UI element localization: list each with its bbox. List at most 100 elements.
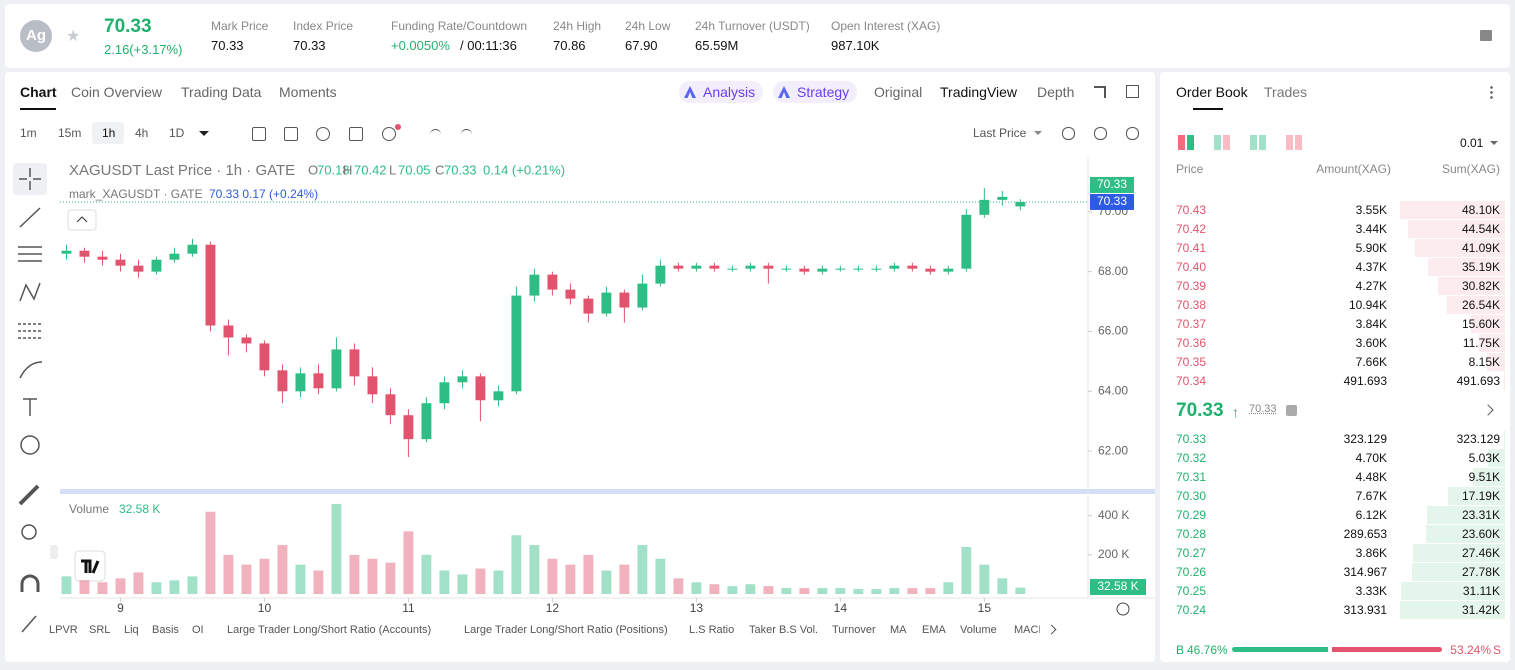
expand-icon[interactable]: [1094, 86, 1106, 98]
favorite-star[interactable]: ★: [66, 28, 81, 45]
parallel-tool[interactable]: [18, 246, 42, 262]
book-price[interactable]: 70.33: [1176, 432, 1207, 446]
volume-bar: [133, 572, 144, 594]
view-tab[interactable]: TradingView: [940, 84, 1018, 100]
interval[interactable]: 1m: [20, 126, 37, 140]
interval[interactable]: 1D: [169, 126, 185, 140]
collapse-button[interactable]: [67, 209, 97, 231]
layout-toggle[interactable]: [1214, 135, 1221, 150]
indicator[interactable]: SRL: [89, 624, 111, 636]
book-tab[interactable]: Trades: [1264, 84, 1308, 100]
book-price[interactable]: 70.26: [1176, 565, 1207, 579]
more-menu[interactable]: [1490, 85, 1493, 99]
book-price[interactable]: 70.36: [1176, 336, 1207, 350]
toolbar-icon[interactable]: [316, 127, 330, 141]
precision[interactable]: 0.01: [1460, 136, 1484, 150]
interval[interactable]: 15m: [58, 126, 82, 140]
magnet-tool[interactable]: [20, 574, 40, 592]
book-amount: 289.653: [1343, 527, 1387, 541]
book-price[interactable]: 70.34: [1176, 374, 1207, 388]
ai-tab[interactable]: Strategy: [797, 84, 850, 100]
toolbar-icon[interactable]: [1126, 127, 1139, 140]
toolbar-icon[interactable]: [1094, 127, 1107, 140]
ai-pill[interactable]: [773, 81, 857, 103]
indicator[interactable]: MA: [890, 624, 907, 636]
indicator[interactable]: Turnover: [832, 624, 876, 636]
fib-tool[interactable]: [18, 323, 42, 339]
view-tab[interactable]: Depth: [1037, 84, 1075, 100]
axis-settings[interactable]: [1116, 602, 1130, 616]
layout-toggle[interactable]: [1259, 135, 1266, 150]
chart-tab[interactable]: Coin Overview: [71, 84, 163, 100]
price-type[interactable]: Last Price: [973, 126, 1027, 140]
drawing-tools: [13, 163, 47, 633]
book-price[interactable]: 70.43: [1176, 203, 1207, 217]
window-icon[interactable]: [1126, 85, 1139, 98]
indicator[interactable]: EMA: [922, 624, 946, 636]
book-price[interactable]: 70.28: [1176, 527, 1207, 541]
indicator[interactable]: Taker B.S Vol.: [749, 624, 819, 636]
book-price[interactable]: 70.42: [1176, 222, 1207, 236]
pencil-tool[interactable]: [21, 615, 37, 633]
indicator[interactable]: Liq: [124, 624, 139, 636]
crosshair-tool[interactable]: [19, 168, 41, 190]
indicator-prev[interactable]: [50, 545, 58, 559]
book-price[interactable]: 70.41: [1176, 241, 1207, 255]
undo-icon[interactable]: [461, 129, 472, 138]
indicator[interactable]: Basis: [152, 624, 179, 636]
book-price[interactable]: 70.37: [1176, 317, 1207, 331]
trendline-tool[interactable]: [19, 207, 41, 228]
volume-bar: [223, 554, 234, 594]
stat-label: Index Price: [293, 19, 354, 33]
book-price[interactable]: 70.32: [1176, 451, 1207, 465]
indicator[interactable]: L.S Ratio: [689, 624, 735, 636]
toolbar-icon[interactable]: [349, 127, 363, 141]
candle-body: [439, 382, 450, 404]
book-price[interactable]: 70.40: [1176, 260, 1207, 274]
volume-bar: [673, 578, 684, 594]
book-tab[interactable]: Order Book: [1176, 84, 1248, 100]
indicator[interactable]: Large Trader Long/Short Ratio (Positions…: [464, 624, 668, 636]
layout-toggle[interactable]: [1286, 135, 1293, 150]
book-price[interactable]: 70.30: [1176, 489, 1207, 503]
indicator[interactable]: OI: [192, 624, 204, 636]
settings-icon[interactable]: [1480, 30, 1492, 41]
layout-toggle[interactable]: [1178, 135, 1185, 150]
chart-tab[interactable]: Trading Data: [181, 84, 262, 100]
interval[interactable]: 1h: [102, 126, 116, 140]
toolbar-icon[interactable]: [1062, 127, 1075, 140]
book-price[interactable]: 70.39: [1176, 279, 1207, 293]
book-price[interactable]: 70.35: [1176, 355, 1207, 369]
layout-toggle[interactable]: [1250, 135, 1257, 150]
toolbar-icon[interactable]: [284, 127, 298, 141]
indicator[interactable]: Volume: [960, 624, 997, 636]
layout-toggle[interactable]: [1187, 135, 1194, 150]
book-price[interactable]: 70.38: [1176, 298, 1207, 312]
ai-tab[interactable]: Analysis: [703, 84, 756, 100]
indicator[interactable]: LPVR: [49, 624, 78, 636]
y-tick-label: 62.00: [1098, 443, 1128, 457]
layout-toggle[interactable]: [1223, 135, 1230, 150]
text-tool[interactable]: [23, 398, 37, 416]
toolbar-icon[interactable]: [382, 127, 396, 141]
indicator[interactable]: MACD: [1014, 624, 1040, 636]
brush-tool[interactable]: [19, 361, 43, 379]
chart-tab[interactable]: Chart: [20, 84, 57, 100]
zoom-tool[interactable]: [21, 524, 37, 540]
layout-toggle[interactable]: [1295, 135, 1302, 150]
chart-tab[interactable]: Moments: [279, 84, 337, 100]
indicator[interactable]: Large Trader Long/Short Ratio (Accounts): [227, 624, 432, 636]
ai-pill[interactable]: [679, 81, 763, 103]
emoji-tool[interactable]: [20, 435, 40, 455]
book-price[interactable]: 70.27: [1176, 546, 1207, 560]
ruler-tool[interactable]: [18, 484, 40, 506]
book-price[interactable]: 70.25: [1176, 584, 1207, 598]
view-tab[interactable]: Original: [874, 84, 923, 100]
interval[interactable]: 4h: [135, 126, 149, 140]
book-price[interactable]: 70.31: [1176, 470, 1207, 484]
pattern-tool[interactable]: [19, 282, 41, 302]
book-price[interactable]: 70.24: [1176, 603, 1207, 617]
undo-icon[interactable]: [430, 129, 441, 138]
book-price[interactable]: 70.29: [1176, 508, 1207, 522]
toolbar-icon[interactable]: [252, 127, 266, 141]
